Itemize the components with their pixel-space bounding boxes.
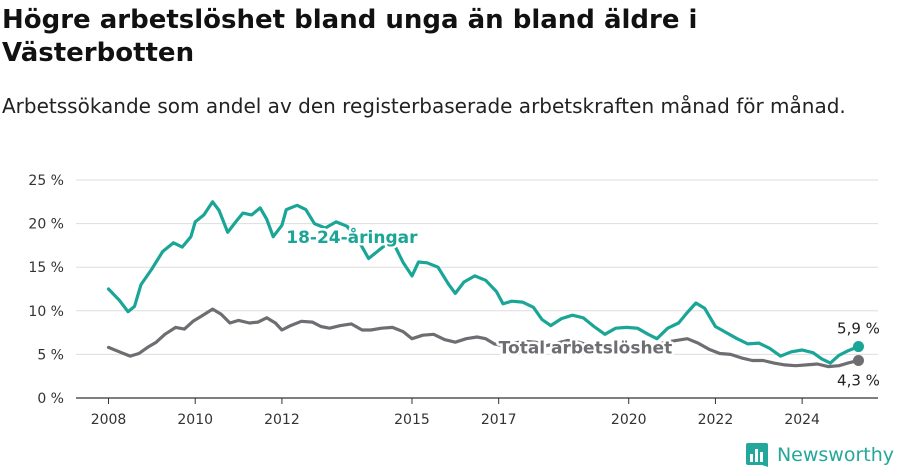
y-tick-label: 20 % xyxy=(28,217,64,233)
newsworthy-logo-icon xyxy=(745,443,768,467)
y-tick-label: 5 % xyxy=(37,347,64,363)
end-label-youth: 5,9 % xyxy=(837,320,880,338)
series-label-youth: 18-24-åringar xyxy=(286,226,418,248)
end-point-total xyxy=(852,355,864,367)
axes: 0 % 5 % 10 % 15 % 20 % 25 % 2008 2010 2012 2015 20… xyxy=(28,173,878,428)
x-tick-label: 2015 xyxy=(394,412,430,428)
end-point-youth xyxy=(852,341,864,353)
y-tick-label: 0 % xyxy=(37,391,64,407)
x-tick-label: 2017 xyxy=(481,412,517,428)
series-line-youth xyxy=(106,200,861,365)
series-line-total xyxy=(106,307,861,369)
y-tick-label: 25 % xyxy=(28,173,64,189)
grid-lines xyxy=(76,179,878,355)
y-tick-label: 10 % xyxy=(28,304,64,320)
x-tick-label: 2012 xyxy=(264,412,300,428)
x-tick-label: 2022 xyxy=(698,412,734,428)
chart-subtitle: Arbetssökande som andel av den registerb… xyxy=(2,94,846,118)
y-tick-label: 15 % xyxy=(28,260,64,276)
end-label-total: 4,3 % xyxy=(837,372,880,390)
brand-name: Newsworthy xyxy=(776,444,894,466)
series-lines xyxy=(106,200,864,369)
x-tick-label: 2010 xyxy=(177,412,213,428)
chart-labels: 18-24-åringar Total arbetslöshet 5,9 % 4,3 … xyxy=(284,223,880,390)
x-tick-label: 2020 xyxy=(611,412,647,428)
x-tick-label: 2024 xyxy=(784,412,820,428)
chart-title: Högre arbetslöshet bland unga än bland ä… xyxy=(2,5,698,68)
brand-logo[interactable]: Newsworthy xyxy=(745,442,894,468)
x-tick-label: 2008 xyxy=(91,412,127,428)
series-label-total: Total arbetslöshet xyxy=(499,339,673,359)
